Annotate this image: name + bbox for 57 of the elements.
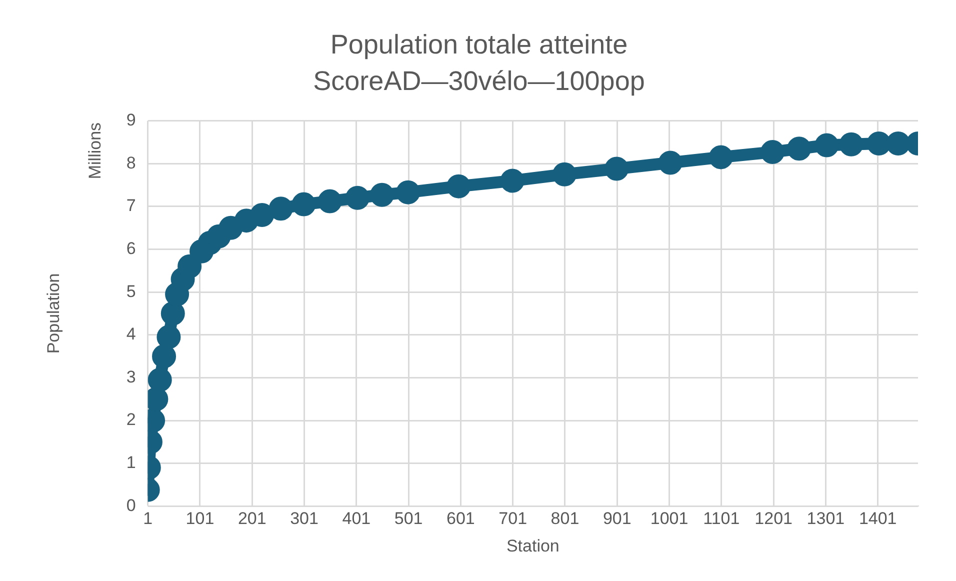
x-tick-label: 1301 — [806, 509, 845, 528]
point — [604, 156, 629, 181]
x-tick-label: 701 — [498, 509, 528, 528]
y-tick-label: 5 — [126, 282, 136, 301]
point — [156, 325, 181, 350]
y-tick-label: 7 — [126, 196, 136, 216]
point — [500, 168, 524, 193]
point — [160, 302, 185, 326]
x-tick-label: 1101 — [703, 509, 740, 528]
point — [708, 145, 733, 170]
y-tick-label: 6 — [126, 238, 136, 258]
y-tick-label: 3 — [126, 367, 136, 386]
point — [760, 140, 785, 164]
point — [787, 136, 812, 161]
x-tick-label: 801 — [550, 509, 580, 528]
y-tick-label: 0 — [126, 496, 136, 515]
point — [206, 224, 231, 248]
x-tick-label: 501 — [394, 509, 423, 528]
x-tick-label: 1001 — [650, 509, 688, 528]
x-tick-label: 301 — [290, 509, 318, 528]
x-tick-label: 601 — [446, 509, 475, 528]
point — [318, 189, 342, 214]
point — [178, 254, 202, 278]
point — [552, 162, 576, 186]
y-axis-title: Population — [44, 273, 63, 354]
point — [839, 132, 864, 156]
chart-subtitle: ScoreAD—30vélo—100pop — [313, 66, 645, 96]
point — [218, 216, 243, 240]
x-tick-label: 1 — [143, 509, 153, 528]
x-tick-label: 1201 — [754, 509, 792, 528]
x-axis-title: Station — [506, 536, 560, 556]
x-tick-label: 401 — [342, 509, 371, 528]
y-tick-label: 2 — [126, 410, 136, 430]
point — [345, 186, 370, 210]
point — [148, 368, 172, 392]
point — [268, 196, 293, 221]
point — [292, 192, 316, 216]
y-tick-label: 1 — [126, 453, 136, 472]
point — [165, 282, 190, 306]
x-tick-label: 901 — [602, 509, 632, 528]
point — [234, 208, 258, 233]
point — [814, 133, 839, 158]
point — [658, 150, 682, 175]
point — [396, 180, 420, 204]
chart-title: Population totale atteinte — [330, 30, 628, 60]
x-tick-label: 101 — [186, 509, 214, 528]
text: Millions — [86, 122, 105, 180]
y-tick-label: 8 — [126, 153, 136, 172]
y-tick-label: 9 — [126, 110, 136, 130]
x-tick-label: 201 — [238, 509, 266, 528]
point — [250, 203, 274, 228]
x-tick-label: 1401 — [858, 509, 897, 528]
point — [370, 182, 394, 207]
point — [152, 344, 176, 368]
y-tick-label: 4 — [126, 324, 136, 344]
point — [446, 174, 471, 198]
point — [170, 267, 195, 292]
